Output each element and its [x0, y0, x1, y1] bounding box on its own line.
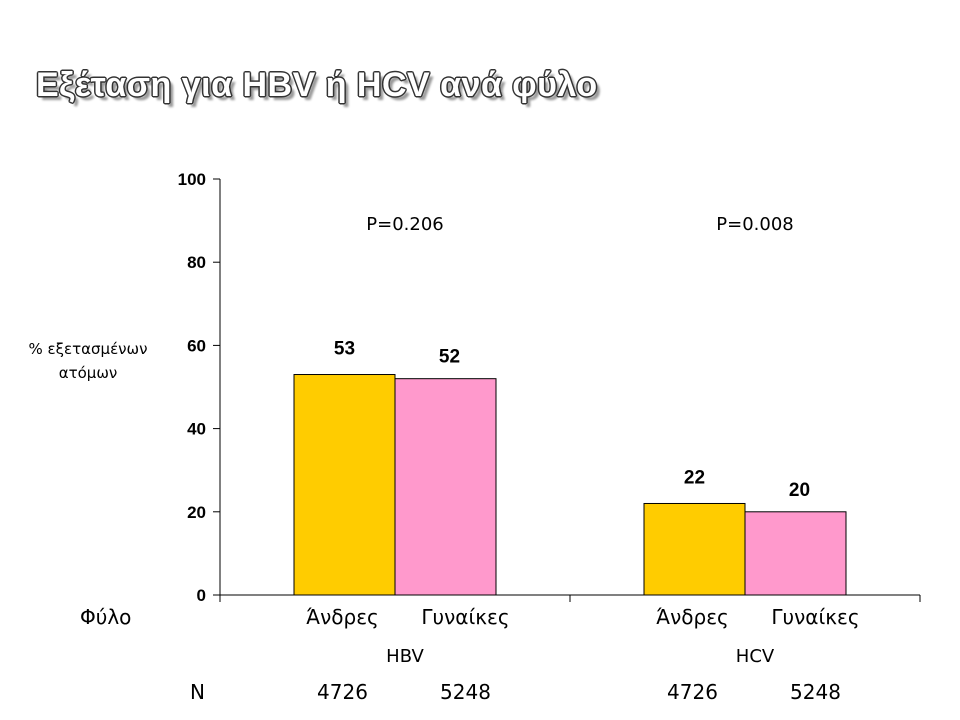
subcategory-label: Γυναίκες [771, 605, 859, 629]
n-value: 5248 [790, 680, 841, 704]
y-tick-label: 40 [187, 420, 206, 439]
subcategory-label: Άνδρες [656, 605, 729, 629]
n-value: 5248 [440, 680, 491, 704]
data-label: 22 [684, 467, 705, 488]
category-label: HBV [386, 646, 424, 667]
y-tick-label: 20 [187, 503, 206, 522]
p-value-annotation: P=0.008 [716, 214, 793, 235]
bar-hbv-men [293, 374, 396, 596]
data-label: 52 [439, 347, 460, 368]
category-label: HCV [736, 646, 775, 667]
chart-labels: 0 20 40 60 80 100 % εξετασμένων ατόμων Φύλο N 53 Άν… [29, 170, 860, 704]
chart-title: Εξέταση για HBV ή HCV ανά φύλο [36, 66, 598, 104]
bar-hbv-women [394, 378, 497, 596]
sex-row-label: Φύλο [80, 605, 131, 629]
subcategory-label: Άνδρες [306, 605, 379, 629]
y-tick-label: 100 [178, 170, 206, 189]
y-tick-label: 0 [197, 586, 206, 605]
chart-bars [293, 374, 847, 596]
y-axis-label: ατόμων [59, 364, 118, 382]
n-value: 4726 [667, 680, 718, 704]
bar-hcv-women [744, 511, 847, 596]
p-value-annotation: P=0.206 [366, 214, 443, 235]
n-row-label: N [190, 680, 205, 704]
y-axis-label: % εξετασμένων [29, 340, 148, 358]
y-tick-label: 60 [187, 336, 206, 355]
data-label: 20 [789, 480, 810, 501]
subcategory-label: Γυναίκες [421, 605, 509, 629]
n-value: 4726 [317, 680, 368, 704]
y-tick-label: 80 [187, 253, 206, 272]
data-label: 53 [334, 339, 355, 360]
bar-hcv-men [643, 502, 746, 596]
